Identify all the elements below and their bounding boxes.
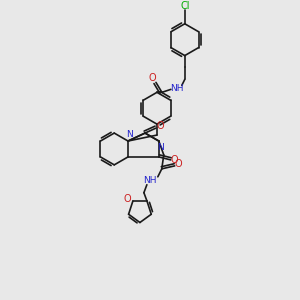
Text: NH: NH bbox=[143, 176, 157, 185]
Text: NH: NH bbox=[170, 84, 184, 93]
Text: O: O bbox=[148, 74, 156, 83]
Text: O: O bbox=[171, 155, 178, 165]
Text: Cl: Cl bbox=[180, 1, 190, 11]
Text: N: N bbox=[127, 130, 134, 139]
Text: N: N bbox=[158, 143, 164, 152]
Text: O: O bbox=[156, 121, 164, 131]
Text: O: O bbox=[175, 159, 182, 169]
Text: O: O bbox=[123, 194, 131, 204]
